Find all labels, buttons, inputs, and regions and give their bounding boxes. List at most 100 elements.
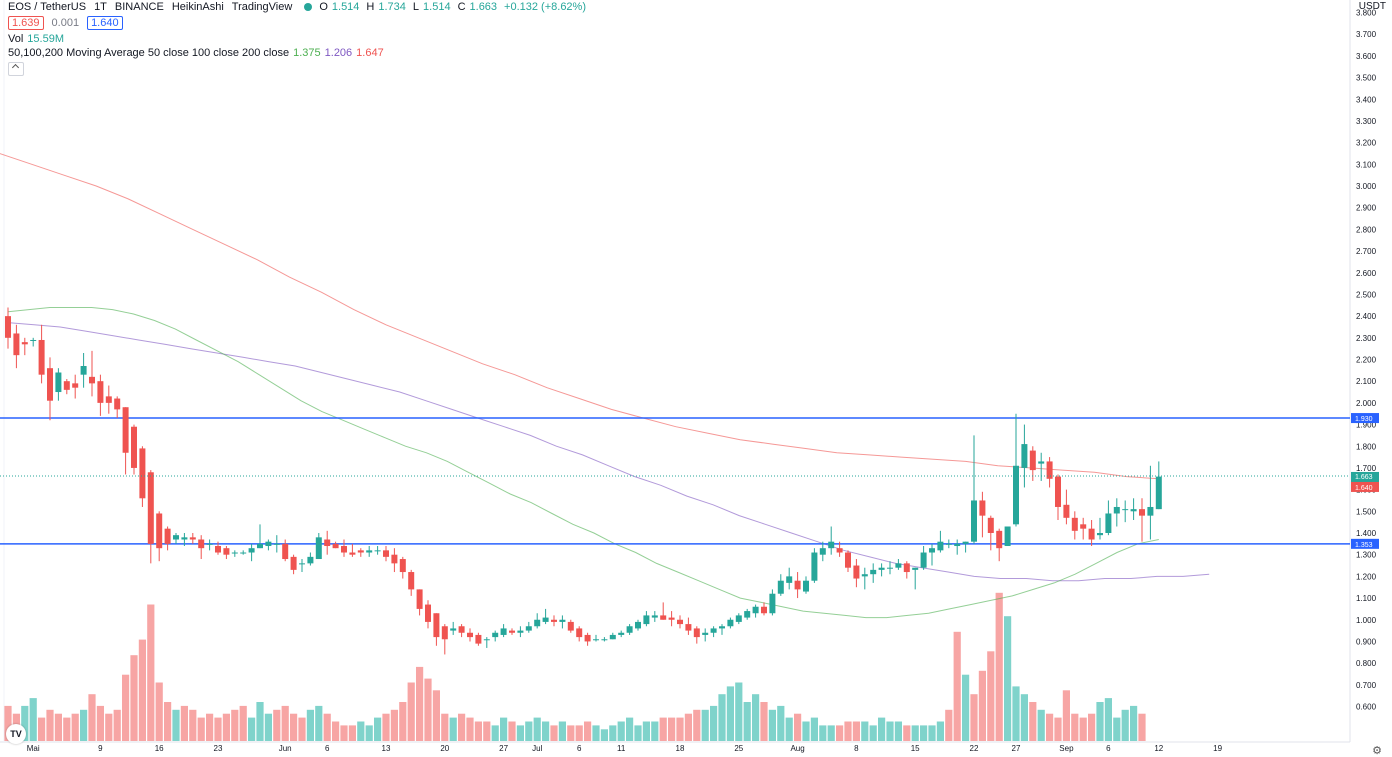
volume-bar bbox=[298, 717, 306, 741]
candle-body bbox=[1139, 509, 1145, 516]
volume-bar bbox=[374, 717, 382, 741]
ma-label[interactable]: 50,100,200 Moving Average 50 close 100 c… bbox=[8, 47, 290, 59]
candle-body bbox=[945, 543, 952, 545]
volume-bar bbox=[936, 721, 944, 741]
x-tick-label: 15 bbox=[911, 744, 920, 753]
candle-body bbox=[139, 448, 146, 499]
volume-bar bbox=[735, 682, 743, 741]
open-value: 1.514 bbox=[331, 1, 360, 13]
y-tick-label: 2.900 bbox=[1356, 204, 1377, 213]
volume-bar bbox=[231, 709, 239, 741]
y-tick-label: 1.500 bbox=[1356, 507, 1377, 516]
volume-bar bbox=[810, 717, 818, 741]
candle-body bbox=[525, 626, 532, 631]
volume-bar bbox=[928, 725, 936, 741]
candle-body bbox=[273, 543, 280, 545]
candle-body bbox=[282, 543, 289, 560]
candle-body bbox=[265, 541, 272, 547]
candle-body bbox=[584, 634, 591, 642]
candle-body bbox=[1155, 476, 1162, 510]
candle-body bbox=[1113, 506, 1120, 514]
change-value: +0.132 (+8.62%) bbox=[504, 1, 586, 13]
volume-bar bbox=[63, 717, 71, 741]
candle-body bbox=[1021, 444, 1028, 468]
candle-body bbox=[735, 615, 742, 622]
candle-body bbox=[5, 316, 11, 338]
collapse-legend-icon[interactable] bbox=[8, 61, 24, 76]
candle-body bbox=[752, 606, 759, 614]
candle-body bbox=[181, 537, 188, 540]
volume-bar bbox=[710, 705, 718, 741]
candle-body bbox=[1130, 509, 1137, 512]
volume-bar bbox=[768, 709, 776, 741]
candle-body bbox=[215, 546, 221, 553]
volume-bar bbox=[609, 725, 617, 741]
tradingview-logo-icon[interactable]: TV bbox=[6, 724, 26, 744]
x-tick-label: Jun bbox=[279, 744, 292, 753]
volume-bar bbox=[1012, 686, 1020, 741]
volume-bar bbox=[978, 670, 986, 741]
candle-body bbox=[416, 589, 423, 609]
bid-price[interactable]: 1.639 bbox=[8, 16, 44, 30]
candle-body bbox=[1147, 506, 1154, 516]
y-tick-label: 2.100 bbox=[1356, 377, 1377, 386]
low-label: L bbox=[412, 1, 420, 13]
candle-body bbox=[609, 634, 616, 640]
candle-body bbox=[576, 628, 583, 638]
volume-legend-row: Vol 15.59M bbox=[8, 32, 586, 46]
volume-bar bbox=[945, 709, 953, 741]
candle-body bbox=[332, 543, 339, 549]
volume-bar bbox=[365, 725, 373, 741]
volume-bar bbox=[71, 713, 79, 741]
volume-label[interactable]: Vol bbox=[8, 33, 24, 45]
candle-body bbox=[467, 632, 473, 638]
candle-body bbox=[1055, 476, 1061, 507]
x-tick-label: 20 bbox=[440, 744, 449, 753]
volume-bar bbox=[668, 717, 676, 741]
volume-bar bbox=[533, 717, 541, 741]
volume-bar bbox=[676, 717, 684, 741]
candle-body bbox=[240, 552, 247, 554]
candle-body bbox=[55, 372, 62, 393]
candle-body bbox=[895, 563, 902, 568]
volume-bar bbox=[416, 666, 424, 741]
symbol-name[interactable]: EOS / TetherUS bbox=[8, 1, 87, 13]
ask-price[interactable]: 1.640 bbox=[87, 16, 123, 30]
currency-label[interactable]: USDT bbox=[1358, 1, 1386, 12]
volume-bar bbox=[54, 713, 62, 741]
volume-bar bbox=[525, 721, 533, 741]
symbol-row: EOS / TetherUS 1T BINANCE HeikinAshi Tra… bbox=[8, 0, 586, 14]
volume-bar bbox=[987, 651, 995, 741]
candle-body bbox=[1013, 465, 1019, 525]
candle-body bbox=[114, 398, 121, 410]
settings-gear-icon[interactable]: ⚙ bbox=[1372, 745, 1382, 757]
candle-body bbox=[131, 426, 137, 468]
candle-body bbox=[1105, 513, 1112, 533]
volume-bar bbox=[920, 725, 928, 741]
candle-body bbox=[593, 639, 599, 641]
volume-bar bbox=[878, 717, 886, 741]
candle-body bbox=[1097, 533, 1103, 536]
y-tick-label: 1.700 bbox=[1356, 464, 1377, 473]
candle-body bbox=[845, 552, 851, 568]
candle-body bbox=[836, 548, 843, 553]
candle-body bbox=[324, 539, 331, 547]
candle-body bbox=[1122, 509, 1129, 511]
volume-bar bbox=[785, 717, 793, 741]
volume-bar bbox=[651, 721, 659, 741]
candle-body bbox=[929, 548, 935, 553]
volume-bar bbox=[575, 725, 583, 741]
low-value: 1.514 bbox=[423, 1, 451, 13]
volume-bar bbox=[105, 713, 113, 741]
candle-body bbox=[542, 617, 549, 622]
candle-body bbox=[483, 639, 490, 641]
candle-body bbox=[105, 396, 112, 403]
candle-body bbox=[156, 513, 163, 549]
candle-body bbox=[635, 621, 641, 629]
volume-bar bbox=[726, 686, 734, 741]
candle-body bbox=[492, 632, 499, 638]
candle-body bbox=[878, 567, 885, 570]
candle-body bbox=[651, 615, 658, 618]
volume-bar bbox=[340, 725, 348, 741]
